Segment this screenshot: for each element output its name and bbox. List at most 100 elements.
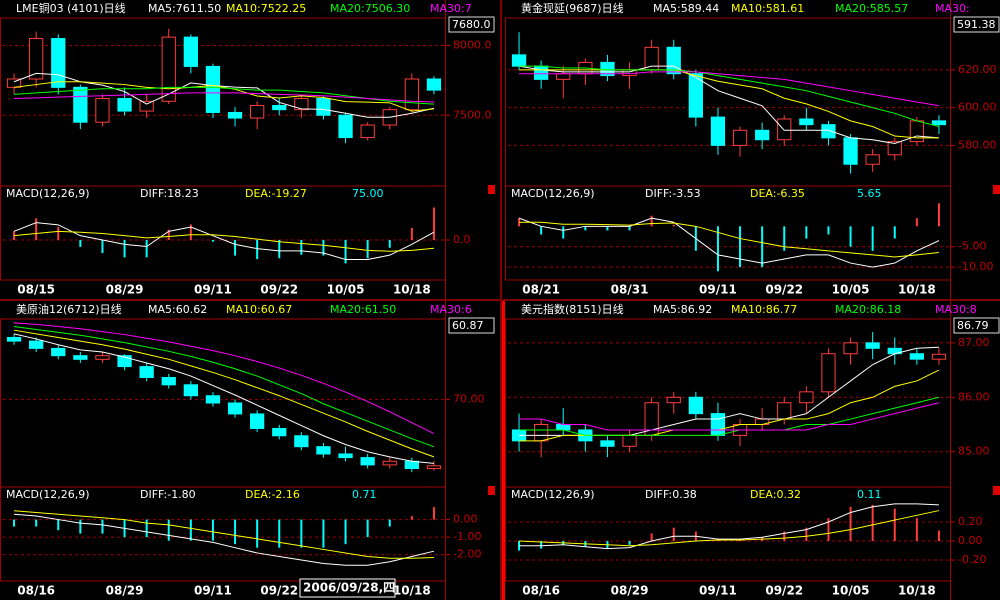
macd-frame: [505, 185, 951, 281]
macd-frame: [0, 486, 446, 582]
candle-body: [556, 423, 571, 431]
cursor-label: 2006/09/28,四: [303, 581, 395, 595]
chart-panel[interactable]: LME铜03 (4101)日线 MA5:7611.50 MA10:7522.25 MA…: [0, 0, 498, 299]
macd-line: [519, 503, 939, 550]
candle-body: [777, 402, 792, 420]
candle-body: [688, 73, 703, 118]
candle-body: [404, 78, 419, 111]
macd-line: [518, 217, 940, 268]
candle-body: [710, 413, 726, 436]
candle-body: [183, 384, 198, 397]
x-tick-label: 09/11: [699, 584, 737, 598]
candle-body: [600, 440, 615, 447]
candle-body: [360, 457, 375, 466]
last-price-box: [953, 16, 1000, 33]
candle-body: [382, 460, 397, 466]
candle-body: [73, 86, 88, 123]
macd-legend: DEA:-6.35: [750, 187, 805, 200]
y-tick-label: 0.00: [453, 513, 478, 526]
ma-legend: MA10:86.77: [731, 303, 797, 316]
candle-body: [316, 98, 331, 116]
y-tick-label: -5.00: [958, 240, 986, 253]
y-tick-label: -0.20: [958, 553, 986, 566]
candle-body: [161, 36, 176, 102]
y-tick-label: 0.20: [958, 515, 983, 528]
candle-body: [205, 65, 221, 113]
panel-title: 美元指数(8151)日线: [521, 302, 624, 316]
candle-body: [865, 342, 880, 349]
ma-legend: MA10:60.67: [226, 303, 292, 316]
chart-panel[interactable]: 黄金现延(9687)日线 MA5:589.44 MA10:581.61 MA20:58…: [505, 0, 1000, 299]
y-tick-label: 7500.0: [453, 108, 492, 121]
x-tick-label: 09/11: [194, 283, 232, 297]
y-tick-label: 600.00: [958, 101, 997, 114]
ma-legend: MA30:: [935, 2, 970, 15]
macd-legend: DIFF:-3.53: [645, 187, 701, 200]
macd-line: [14, 510, 434, 559]
candle-body: [887, 141, 902, 156]
candle-body: [799, 118, 814, 126]
candle-body: [294, 98, 309, 111]
x-tick-label: 10/18: [898, 283, 936, 297]
ma-line: [13, 333, 434, 464]
candle-body: [95, 98, 110, 123]
panel-title: 美原油12(6712)日线: [16, 302, 122, 316]
ma-line: [519, 396, 940, 436]
last-price: 86.79: [957, 319, 989, 332]
x-tick-label: 08/29: [106, 584, 144, 598]
x-tick-label: 09/22: [765, 283, 803, 297]
price-frame: [505, 318, 951, 488]
x-tick-label: 08/29: [106, 283, 144, 297]
ma-line: [13, 329, 435, 458]
candle-body: [644, 402, 659, 436]
candle-body: [426, 78, 442, 91]
macd-legend: DIFF:18.23: [140, 187, 199, 200]
candle-body: [117, 355, 132, 368]
ma-line: [518, 65, 939, 145]
macd-frame: [505, 486, 951, 582]
marker: [488, 185, 495, 194]
macd-legend: DIFF:-1.80: [140, 488, 196, 501]
macd-legend: DEA:-2.16: [245, 488, 300, 501]
candle-body: [139, 100, 154, 112]
macd-value: 0.11: [857, 488, 882, 501]
ma-legend: MA30:8: [935, 303, 977, 316]
candle-body: [843, 137, 858, 165]
candle-body: [227, 402, 243, 415]
ma-line: [13, 326, 435, 448]
macd-title: MACD(12,26,9): [6, 187, 90, 200]
y-tick-label: 580.00: [958, 138, 997, 151]
y-tick-label: 620.00: [958, 63, 997, 76]
cursor-box: [299, 578, 396, 598]
ma-legend: MA5:589.44: [653, 2, 719, 15]
x-tick-label: 10/18: [393, 584, 431, 598]
panel-title: 黄金现延(9687)日线: [521, 1, 624, 15]
macd-title: MACD(12,26,9): [511, 488, 595, 501]
x-tick-label: 09/22: [765, 584, 803, 598]
ma-line: [14, 92, 434, 103]
ma-legend: MA10:7522.25: [226, 2, 306, 15]
candle-body: [666, 396, 681, 404]
last-price: 7680.0: [452, 18, 491, 31]
ma-legend: MA5:86.92: [653, 303, 712, 316]
candle-body: [139, 366, 154, 379]
macd-line: [519, 510, 940, 547]
candle-body: [205, 395, 221, 404]
candle-body: [843, 342, 858, 355]
marker: [993, 185, 1000, 194]
candle-body: [821, 353, 836, 393]
chart-panel[interactable]: 美原油12(6712)日线 MA5:60.62 MA10:60.67 MA20:61.…: [0, 301, 498, 600]
candle-body: [622, 434, 637, 447]
ma-legend: MA20:86.18: [835, 303, 901, 316]
candle-body: [161, 377, 176, 386]
macd-value: 0.71: [352, 488, 377, 501]
x-tick-label: 10/05: [832, 283, 870, 297]
macd-legend: DIFF:0.38: [645, 488, 697, 501]
macd-line: [13, 222, 435, 260]
chart-panel[interactable]: 美元指数(8151)日线 MA5:86.92 MA10:86.77 MA20:86.1…: [505, 301, 1000, 600]
candle-body: [710, 116, 726, 146]
candle-body: [183, 36, 198, 67]
last-price-box: [953, 317, 1000, 334]
x-tick-label: 09/22: [260, 584, 298, 598]
candle-body: [511, 54, 527, 67]
